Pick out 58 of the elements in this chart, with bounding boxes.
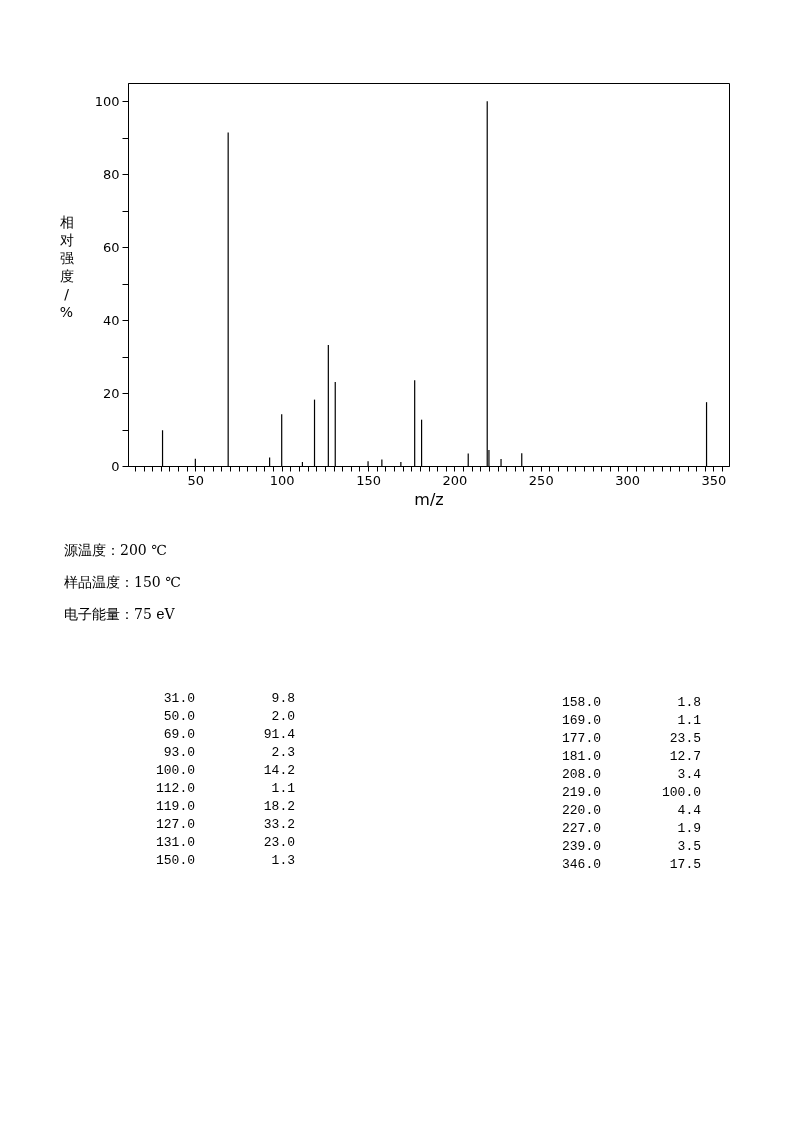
x-tick-label: 350	[701, 472, 727, 488]
text: 1.3	[271, 853, 295, 868]
text: 1.9	[677, 821, 701, 836]
y-tick-label: 80	[102, 166, 120, 182]
x-tick-label: 50	[187, 472, 205, 488]
x-tick-label: 100	[269, 472, 295, 488]
text: 9.8	[271, 691, 295, 706]
y-tick-label: 20	[102, 385, 120, 401]
x-tick-label: 150	[356, 472, 381, 488]
text: 219.0	[561, 785, 601, 800]
text: 127.0	[155, 817, 195, 832]
text: 18.2	[263, 799, 295, 814]
text: 50.0	[163, 709, 195, 724]
text: 12.7	[669, 749, 701, 764]
y-tick-label: 100	[94, 93, 120, 109]
text: 2.0	[271, 709, 295, 724]
text: 3.4	[677, 767, 702, 782]
text: 208.0	[561, 767, 601, 782]
text: 2.3	[271, 745, 295, 760]
text: 112.0	[155, 781, 195, 796]
text: 239.0	[561, 839, 601, 854]
text: 3.5	[677, 839, 701, 854]
text: 14.2	[263, 763, 295, 778]
text: 100.0	[661, 785, 701, 800]
text: 17.5	[669, 857, 701, 872]
x-tick-label: 300	[615, 472, 641, 488]
text: 169.0	[561, 713, 601, 728]
y-tick-label: 40	[102, 312, 120, 328]
text: 31.0	[163, 691, 195, 706]
text: 158.0	[561, 695, 601, 710]
x-axis-title: m/z	[414, 489, 444, 509]
text: 电子能量：75 eV	[64, 606, 176, 622]
text: 4.4	[677, 803, 702, 818]
text: 93.0	[163, 745, 195, 760]
x-tick-label: 250	[528, 472, 554, 488]
text: 227.0	[561, 821, 601, 836]
y-tick-label: 0	[111, 458, 120, 474]
text: 源温度：200 ℃	[64, 542, 167, 558]
text: 33.2	[263, 817, 295, 832]
text: 150.0	[155, 853, 195, 868]
text: 1.8	[677, 695, 701, 710]
text: 100.0	[155, 763, 195, 778]
text: 69.0	[163, 727, 195, 742]
text: 23.0	[263, 835, 295, 850]
x-tick-label: 200	[442, 472, 468, 488]
y-axis-title: 相对强度/%	[59, 214, 74, 320]
text: 346.0	[561, 857, 601, 872]
text: 23.5	[669, 731, 701, 746]
text: 91.4	[263, 727, 296, 742]
text: 1.1	[271, 781, 296, 796]
text: 119.0	[155, 799, 195, 814]
text: 220.0	[561, 803, 601, 818]
text: 181.0	[561, 749, 601, 764]
text: 177.0	[561, 731, 601, 746]
text: 1.1	[677, 713, 702, 728]
y-tick-label: 60	[102, 239, 120, 255]
text: 样品温度：150 ℃	[64, 574, 181, 590]
text: 131.0	[155, 835, 195, 850]
